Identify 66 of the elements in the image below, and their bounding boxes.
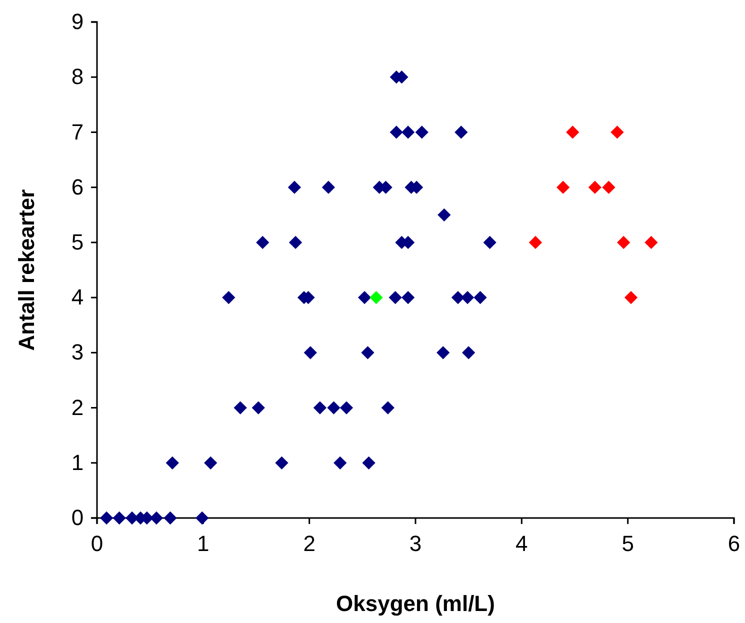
- point: [252, 401, 265, 414]
- point: [556, 180, 570, 194]
- point: [415, 126, 428, 139]
- point: [150, 511, 164, 525]
- x-tick-label: 0: [90, 531, 104, 556]
- point: [451, 290, 465, 304]
- point: [288, 236, 302, 250]
- point: [327, 401, 340, 414]
- x-tick-label: 3: [409, 531, 422, 556]
- x-tick-label: 4: [516, 531, 528, 556]
- point: [460, 290, 474, 304]
- point: [454, 126, 468, 139]
- point: [381, 401, 394, 414]
- point: [361, 346, 374, 360]
- point: [204, 456, 218, 470]
- point: [166, 456, 179, 470]
- point: [275, 456, 288, 470]
- point: [234, 401, 247, 414]
- point: [340, 401, 354, 414]
- y-tick-label: 0: [71, 505, 84, 530]
- point: [322, 180, 336, 194]
- point: [164, 511, 177, 525]
- point: [362, 456, 376, 470]
- point: [288, 180, 302, 194]
- y-tick-label: 2: [71, 394, 84, 420]
- point: [602, 180, 616, 194]
- point: [610, 126, 624, 139]
- point: [483, 236, 496, 250]
- y-tick-label: 6: [71, 174, 84, 200]
- y-tick-label: 4: [71, 284, 84, 310]
- x-tick-label: 2: [303, 531, 316, 556]
- y-tick-label: 5: [71, 229, 84, 254]
- point: [402, 290, 415, 304]
- point: [370, 290, 383, 304]
- point: [438, 208, 451, 222]
- y-axis-title: Antall rekearter: [14, 188, 39, 351]
- point: [402, 126, 415, 139]
- point: [624, 290, 638, 304]
- point: [222, 290, 236, 304]
- point: [196, 511, 209, 525]
- point: [304, 346, 317, 360]
- point: [388, 290, 402, 304]
- point: [436, 346, 450, 360]
- point: [112, 511, 126, 525]
- y-tick-label: 9: [71, 9, 84, 34]
- x-tick-label: 1: [197, 531, 210, 556]
- point: [256, 236, 270, 250]
- point: [644, 236, 658, 250]
- point: [390, 126, 403, 139]
- x-tick-label: 5: [622, 531, 634, 556]
- point: [100, 511, 114, 525]
- point: [462, 346, 476, 360]
- point: [617, 236, 630, 250]
- x-axis-title: Oksygen (ml/L): [336, 591, 495, 616]
- y-tick-label: 1: [71, 450, 84, 475]
- x-tick-label: 6: [728, 531, 740, 556]
- point: [474, 290, 487, 304]
- point: [566, 126, 580, 139]
- point: [334, 456, 347, 470]
- y-tick-label: 8: [71, 64, 84, 90]
- y-tick-label: 7: [71, 119, 84, 144]
- point: [588, 180, 602, 194]
- y-tick-label: 3: [71, 340, 84, 365]
- point: [358, 290, 372, 304]
- point: [528, 236, 542, 250]
- point: [313, 401, 327, 414]
